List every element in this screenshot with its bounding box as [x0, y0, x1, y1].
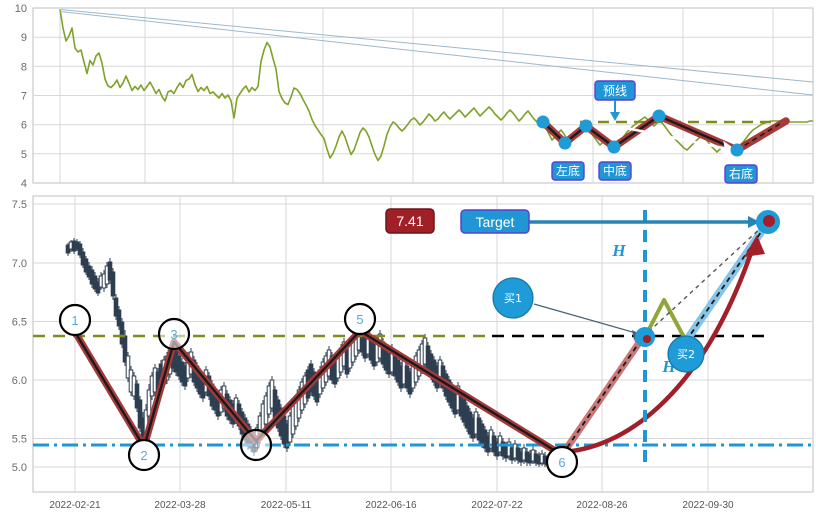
lower-ytick-2: 6.5	[12, 317, 27, 329]
lower-ytick-1: 7.0	[12, 258, 27, 270]
buy-1-circle	[492, 277, 534, 319]
price-badge-box	[385, 208, 435, 234]
pivot-2-label: 2	[140, 448, 147, 463]
buy-1-marker[interactable]: 买1	[492, 277, 644, 340]
lower-xtick-6: 2022-09-30	[682, 500, 734, 511]
buy-2-label: 买2	[677, 348, 695, 361]
lower-xtick-5: 2022-08-26	[576, 500, 628, 511]
pivot-6-label: 6	[558, 455, 565, 470]
pivot-6: 6	[545, 445, 579, 479]
upper-trendlines	[59, 9, 814, 96]
pivot-5-label: 5	[356, 312, 363, 327]
lower-xtick-0: 2022-02-21	[49, 500, 101, 511]
price-badge-label: 7.41	[396, 213, 423, 229]
upper-panel: 10 9 8 7 6 5 4	[15, 3, 814, 190]
upper-pattern-markers	[536, 109, 744, 157]
pivot-4-label: 4	[252, 438, 259, 453]
pivot-3-label: 3	[170, 327, 177, 342]
lower-ytick-0: 7.5	[12, 199, 27, 211]
bullish-curve-arrow	[557, 235, 765, 455]
marker-right-peak	[652, 109, 666, 123]
forecast-line-label: 预线	[603, 84, 627, 98]
left-bottom-tag[interactable]: 左底	[551, 161, 585, 181]
upper-ytick-1: 9	[21, 32, 27, 44]
marker-left-bottom	[558, 136, 572, 150]
lower-y-axis-labels: 7.5 7.0 6.5 6.0 5.5 5.0	[12, 199, 27, 474]
pivot-4: 4	[239, 428, 273, 462]
lower-xtick-4: 2022-07-22	[471, 500, 523, 511]
marker-right-bottom	[730, 143, 744, 157]
lower-xtick-3: 2022-06-16	[365, 500, 417, 511]
target-node-core	[763, 215, 775, 227]
upper-ytick-5: 5	[21, 149, 27, 161]
lower-ytick-5: 5.0	[12, 462, 27, 474]
lower-zigzag-pattern	[71, 327, 566, 459]
forecast-line-callout[interactable]: 预线	[594, 80, 636, 121]
mid-bottom-tag[interactable]: 中底	[598, 161, 632, 181]
pivot-1: 1	[58, 303, 92, 337]
right-bottom-tag-label: 右底	[729, 166, 753, 181]
marker-mid-peak	[579, 119, 593, 133]
pivot-1-label: 1	[71, 313, 78, 328]
pivot-labels: 1 2 3 4 5 6	[58, 302, 579, 479]
upper-ytick-0: 10	[15, 3, 27, 15]
lower-ytick-3: 6.0	[12, 375, 27, 387]
lower-ytick-4: 5.5	[12, 434, 27, 446]
upper-ytick-3: 7	[21, 91, 27, 103]
mid-bottom-tag-box	[598, 161, 632, 181]
upper-right-bottom-arrow	[625, 126, 739, 158]
target-tag-box	[460, 209, 530, 234]
upper-trendline-top	[59, 9, 814, 83]
lower-x-axis-labels: 2022-02-21 2022-03-28 2022-05-11 2022-06…	[49, 500, 734, 511]
breakout-node-core	[643, 335, 651, 343]
buy-1-label: 买1	[504, 292, 522, 305]
right-bottom-tag-box	[724, 164, 758, 184]
pivot-3: 3	[157, 317, 191, 351]
upper-y-axis-labels: 10 9 8 7 6 5 4	[15, 3, 27, 190]
pivot-2: 2	[127, 438, 161, 472]
upper-trendline-bottom	[59, 11, 814, 96]
marker-mid-bottom	[607, 140, 621, 154]
lower-xtick-2: 2022-05-11	[261, 500, 312, 511]
pivot-5: 5	[343, 302, 377, 336]
buy-1-leader-line	[533, 303, 637, 334]
target-tag-label: Target	[476, 214, 515, 230]
height-label-upper: H	[611, 241, 626, 260]
lower-xtick-1: 2022-03-28	[154, 500, 206, 511]
buy-2-circle	[667, 335, 705, 373]
lower-panel: 7.5 7.0 6.5 6.0 5.5 5.0 2022-02-21 2022-…	[12, 195, 814, 511]
upper-ytick-2: 8	[21, 61, 27, 73]
mid-bottom-tag-label: 中底	[603, 163, 627, 178]
upper-price-line	[59, 9, 813, 162]
upper-ytick-6: 4	[21, 178, 27, 190]
target-tag[interactable]: Target	[460, 209, 530, 234]
price-badge[interactable]: 7.41	[385, 208, 435, 234]
target-arrow	[528, 216, 760, 228]
pullback-zigzag	[643, 298, 688, 342]
left-bottom-tag-label: 左底	[556, 163, 580, 178]
right-bottom-tag[interactable]: 右底	[724, 164, 758, 184]
upper-ytick-4: 6	[21, 120, 27, 132]
buy-2-marker[interactable]: 买2	[667, 335, 705, 373]
left-bottom-tag-box	[551, 161, 585, 181]
forecast-line-arrow-head	[610, 112, 620, 121]
marker-left-shoulder	[536, 115, 550, 129]
